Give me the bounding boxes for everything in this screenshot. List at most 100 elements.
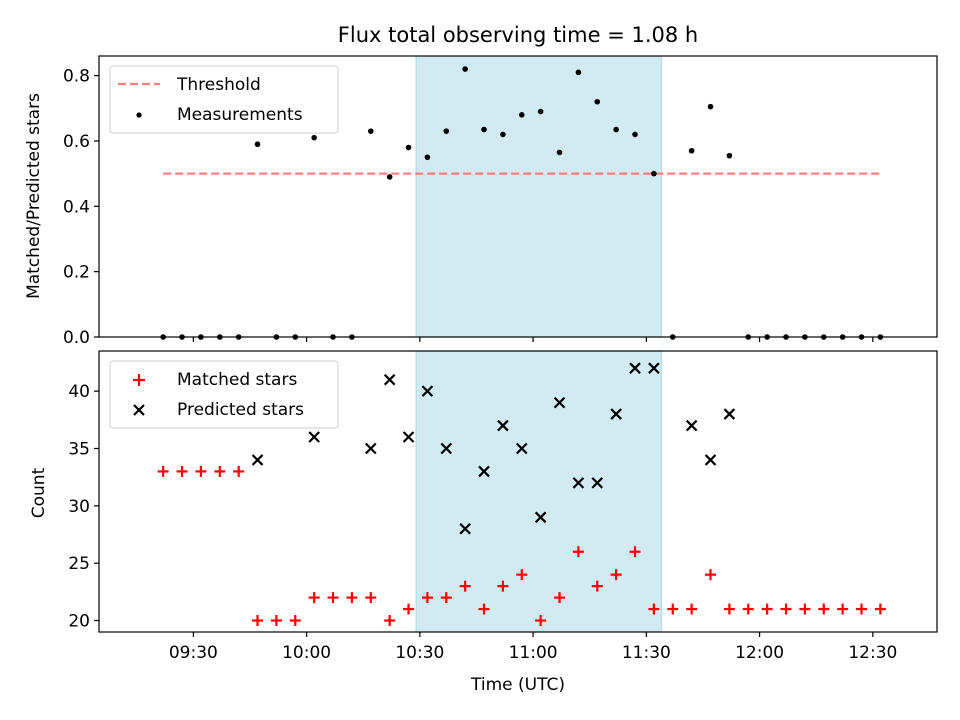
measurement-point — [311, 134, 317, 141]
matched-star-marker — [365, 592, 377, 604]
matched-star-marker — [799, 603, 811, 615]
matched-star-marker — [591, 580, 603, 592]
top-y-tick-label: 0.8 — [63, 67, 90, 87]
predicted-star-markers — [251, 362, 736, 535]
matched-star-marker — [346, 592, 358, 604]
measurement-point — [726, 152, 733, 159]
matched-star-marker — [157, 465, 169, 477]
predicted-star-marker — [685, 419, 698, 432]
top-panel: 0.00.20.40.60.8 Matched/Predicted stars … — [24, 55, 938, 348]
bottom-panel: 20 25 30 35 40 09:30 10:00 10:30 11:00 11:30 12:0… — [29, 350, 938, 695]
bottom-y-tick-label: 35 — [68, 439, 90, 459]
measurement-point — [594, 98, 601, 105]
matched-star-marker — [572, 546, 584, 558]
matched-star-marker — [554, 592, 566, 604]
matched-star-marker — [648, 603, 660, 615]
x-axis-label: Time (UTC) — [470, 675, 565, 695]
top-highlight-span — [415, 55, 662, 338]
top-y-axis-label: Matched/Predicted stars — [24, 93, 44, 299]
measurement-point — [481, 126, 487, 133]
measurement-point — [688, 147, 695, 154]
matched-star-marker — [440, 592, 452, 604]
top-axes-frame — [98, 55, 938, 338]
measurement-point — [632, 131, 638, 138]
measurement-point — [500, 131, 506, 138]
predicted-star-marker — [478, 465, 490, 478]
measurement-point — [462, 66, 468, 72]
legend-measurement-swatch — [136, 112, 142, 118]
matched-star-marker — [667, 603, 679, 615]
top-y-tick-label: 0.2 — [63, 263, 90, 283]
top-y-tick-label: 0.4 — [63, 197, 90, 217]
measurement-point — [367, 128, 374, 134]
matched-star-marker — [497, 580, 509, 592]
matched-star-markers — [157, 465, 886, 627]
predicted-star-marker — [534, 511, 547, 524]
predicted-star-marker — [440, 442, 453, 455]
bottom-y-axis-label: Count — [29, 467, 49, 518]
predicted-star-marker — [515, 442, 528, 455]
predicted-star-marker — [629, 362, 641, 374]
predicted-star-marker — [497, 419, 509, 432]
bottom-span-rect — [415, 350, 662, 633]
matched-star-marker — [308, 592, 320, 604]
matched-star-marker — [761, 603, 773, 615]
legend-predicted-swatch — [133, 404, 145, 416]
matched-star-marker — [214, 465, 226, 477]
x-tick-label: 12:30 — [848, 643, 897, 663]
x-tick-label: 12:00 — [735, 643, 784, 663]
top-x-ticks — [192, 337, 874, 342]
matched-star-marker — [516, 569, 528, 581]
x-tick-label: 10:30 — [395, 643, 444, 663]
top-y-tick-label: 0.6 — [63, 132, 90, 152]
measurement-point — [518, 112, 525, 118]
matched-star-marker — [270, 615, 282, 627]
predicted-star-marker — [704, 454, 717, 466]
top-span-rect — [415, 55, 662, 338]
bottom-legend-box — [109, 360, 339, 429]
matched-star-marker — [723, 603, 735, 615]
predicted-star-marker — [648, 362, 660, 374]
measurement-point — [254, 141, 261, 148]
predicted-star-marker — [383, 373, 396, 386]
matched-star-marker — [327, 592, 339, 604]
predicted-star-marker — [723, 408, 736, 420]
legend-threshold-label: Threshold — [176, 75, 261, 95]
predicted-star-marker — [365, 442, 377, 455]
predicted-star-marker — [591, 477, 604, 489]
top-legend-box — [109, 65, 339, 134]
measurement-point — [613, 126, 619, 133]
bottom-highlight-span — [415, 350, 662, 633]
top-y-tick-label: 0.0 — [63, 328, 90, 348]
matched-star-marker — [252, 615, 264, 627]
matched-star-marker — [195, 465, 207, 477]
matched-star-marker — [403, 603, 415, 615]
bottom-y-ticks: 20 25 30 35 40 — [68, 382, 99, 632]
matched-star-marker — [176, 465, 188, 477]
legend-matched-label: Matched stars — [177, 370, 297, 390]
matched-star-marker — [874, 603, 886, 615]
measurement-point — [537, 108, 544, 115]
matched-star-marker — [384, 615, 396, 627]
legend-predicted-label: Predicted stars — [177, 400, 304, 420]
measurement-point — [575, 69, 582, 76]
predicted-star-marker — [251, 454, 264, 466]
matched-star-marker — [856, 603, 868, 615]
predicted-star-marker — [459, 522, 471, 535]
matched-star-marker — [818, 603, 830, 615]
bottom-y-tick-label: 30 — [68, 497, 90, 517]
measurement-point — [405, 144, 412, 151]
x-tick-label: 11:30 — [622, 643, 671, 663]
predicted-star-marker — [402, 431, 415, 443]
bottom-y-tick-label: 25 — [68, 554, 90, 574]
matched-star-marker — [705, 569, 717, 581]
measurement-point — [556, 149, 563, 156]
matched-star-marker — [686, 603, 698, 615]
matched-star-marker — [610, 569, 622, 581]
predicted-star-marker — [553, 396, 566, 409]
bottom-y-tick-label: 20 — [68, 612, 90, 632]
predicted-star-marker — [572, 477, 585, 489]
matched-star-marker — [478, 603, 490, 615]
bottom-y-tick-label: 40 — [68, 382, 90, 402]
matched-star-marker — [459, 580, 471, 592]
